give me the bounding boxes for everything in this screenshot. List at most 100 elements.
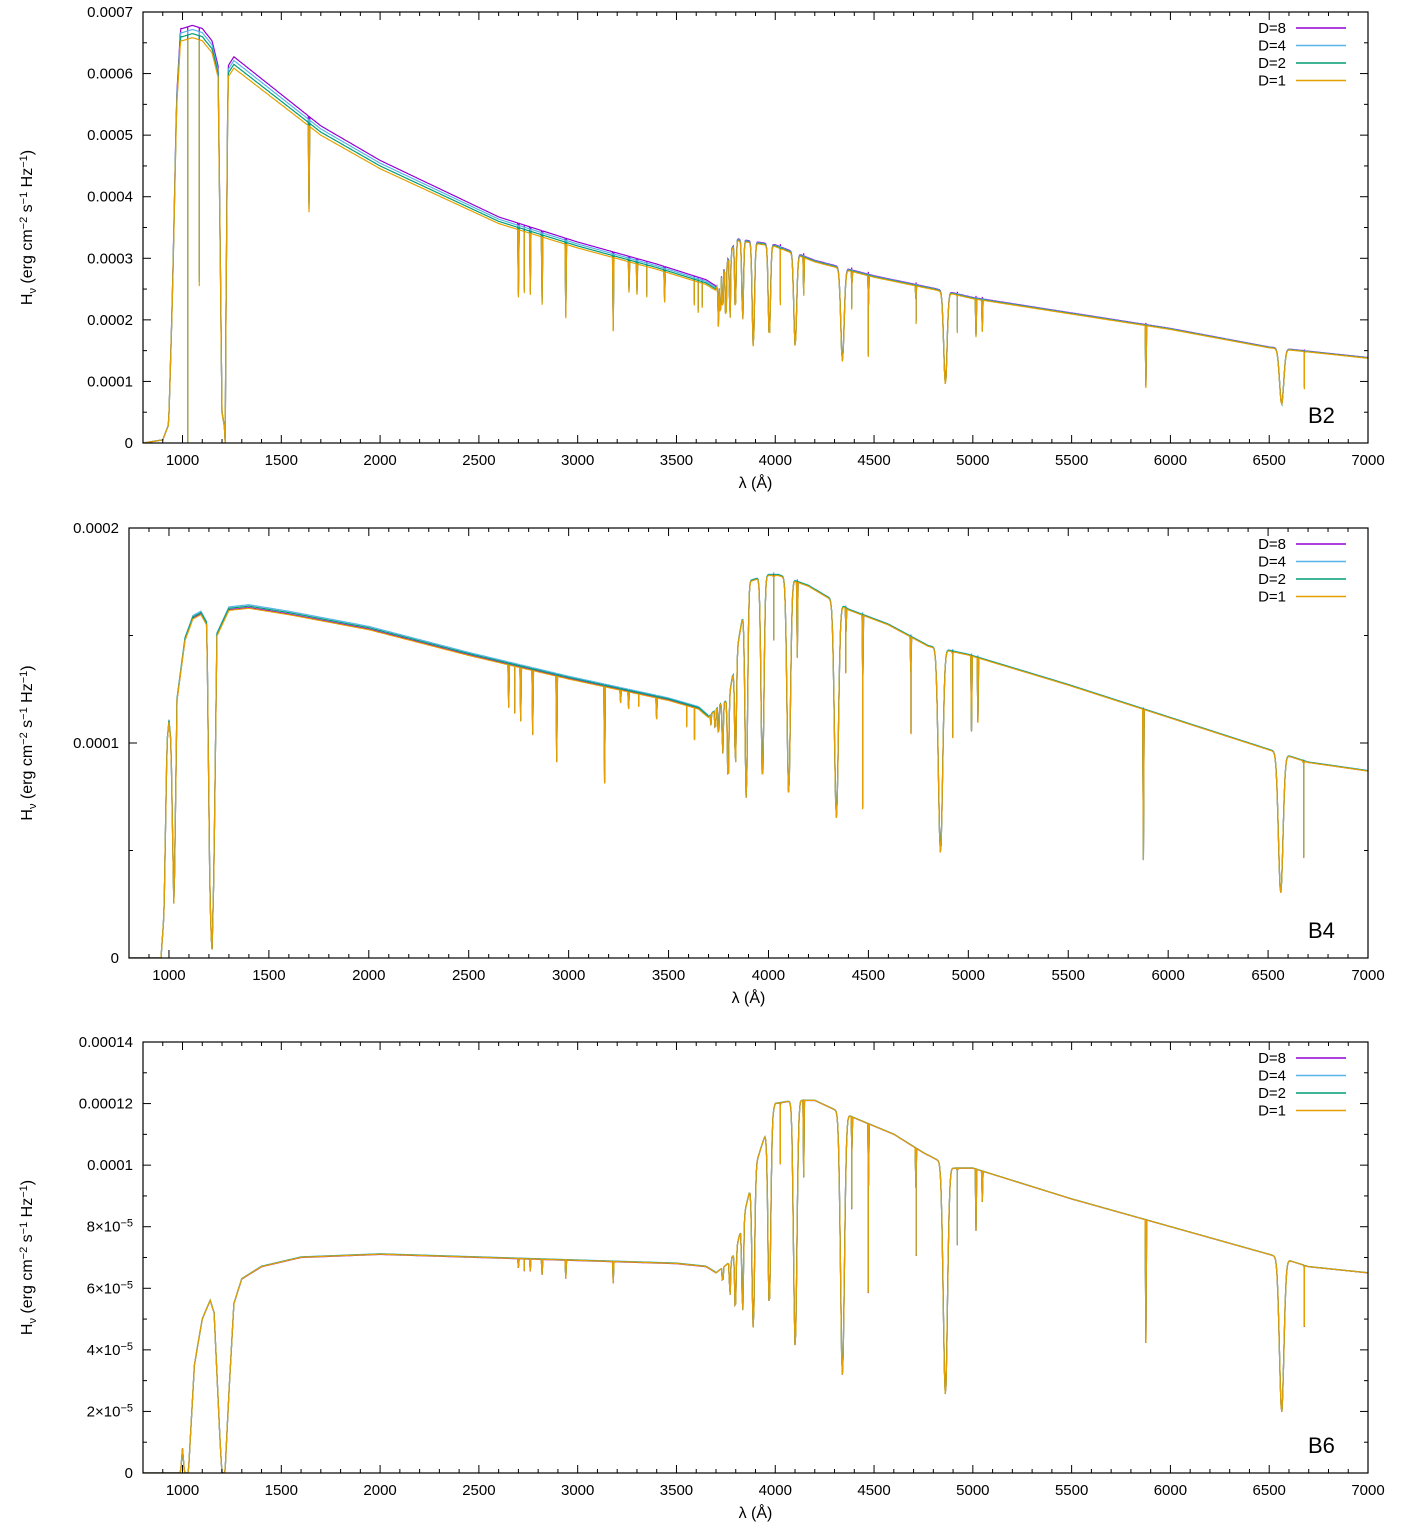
plot-frame [142,11,1369,444]
legend: D=8D=4D=2D=1 [1258,1050,1346,1120]
series-line-D=4 [143,29,1368,443]
x-tick-label: 4500 [857,1482,890,1499]
x-tick-label: 1000 [152,967,185,984]
y-tick-label: 0.0007 [87,4,133,21]
panel-label: B6 [1308,1433,1335,1458]
y-tick-label: 0.00012 [79,1096,133,1113]
y-tick-label: 0 [125,435,133,452]
legend-label: D=8 [1258,20,1286,37]
series-line-D=1 [143,1099,1368,1473]
x-tick-label: 4000 [759,1482,792,1499]
series-line-D=2 [143,33,1368,443]
x-axis-label: λ (Å) [739,473,773,492]
y-tick-label: 0.0001 [87,373,133,390]
series-group [143,24,1368,443]
legend-label: D=8 [1258,536,1286,553]
y-tick-label: 0.0002 [73,520,119,537]
y-tick-label: 0.00014 [79,1034,133,1051]
legend-label: D=1 [1258,589,1286,606]
panel-label: B4 [1308,918,1335,943]
x-tick-label: 5500 [1052,967,1085,984]
series-line-D=1 [143,37,1368,443]
y-tick-label: 6×10−5 [87,1279,133,1297]
x-tick-label: 1500 [265,1482,298,1499]
x-tick-label: 5500 [1055,1482,1088,1499]
y-tick-label: 0.0006 [87,66,133,83]
x-tick-label: 3000 [552,967,585,984]
series-line-D=2 [143,1099,1368,1473]
x-tick-label: 2500 [462,452,495,469]
y-tick-label: 0.0001 [73,735,119,752]
x-tick-label: 2000 [363,1482,396,1499]
series-line-D=8 [143,24,1368,443]
y-tick-label: 0.0005 [87,127,133,144]
x-tick-label: 6000 [1154,1482,1187,1499]
y-axis-label: Hν (erg cm−2 s−1 Hz−1) [18,150,39,305]
x-tick-label: 5000 [956,452,989,469]
x-tick-label: 4000 [752,967,785,984]
legend-label: D=4 [1258,554,1286,571]
x-tick-label: 7000 [1351,967,1384,984]
series-group [143,1099,1368,1473]
x-tick-label: 7000 [1351,1482,1384,1499]
series-line-D=4 [143,1099,1368,1473]
x-tick-label: 2500 [452,967,485,984]
legend: D=8D=4D=2D=1 [1258,20,1346,90]
x-tick-label: 1000 [166,1482,199,1499]
x-tick-label: 1500 [265,452,298,469]
x-tick-label: 3500 [660,452,693,469]
legend-label: D=2 [1258,571,1286,588]
legend: D=8D=4D=2D=1 [1258,536,1346,606]
x-tick-label: 6500 [1251,967,1284,984]
legend-label: D=1 [1258,73,1286,90]
x-tick-label: 3000 [561,1482,594,1499]
chart-panel-B6: 1000 1500 2000 2500 3000 3500 4000 4500 5000 5500… [18,1034,1385,1522]
y-axis-label: Hν (erg cm−2 s−1 Hz−1) [18,665,39,820]
y-tick-label: 4×10−5 [87,1341,133,1359]
x-axis-label: λ (Å) [732,988,766,1007]
series-line-D=8 [143,1099,1368,1473]
chart-panel-B4: 1000 1500 2000 2500 3000 3500 4000 4500 5000 5500… [18,520,1385,1007]
legend-label: D=8 [1258,1050,1286,1067]
x-tick-label: 1000 [166,452,199,469]
x-tick-label: 6500 [1253,452,1286,469]
series-line-D=1 [129,574,1368,958]
legend-label: D=2 [1258,55,1286,72]
x-tick-label: 6000 [1154,452,1187,469]
chart-panel-B2: 1000 1500 2000 2500 3000 3500 4000 4500 5000 5500… [18,4,1385,492]
x-tick-label: 4500 [852,967,885,984]
x-tick-label: 2000 [352,967,385,984]
x-tick-label: 7000 [1351,452,1384,469]
x-tick-label: 2500 [462,1482,495,1499]
panel-label: B2 [1308,403,1335,428]
x-tick-label: 3500 [660,1482,693,1499]
x-tick-label: 2000 [363,452,396,469]
y-tick-label: 0 [125,1465,133,1482]
legend-label: D=2 [1258,1085,1286,1102]
x-tick-label: 4500 [857,452,890,469]
y-tick-label: 0.0004 [87,189,133,206]
x-axis-label: λ (Å) [739,1503,773,1522]
y-tick-label: 8×10−5 [87,1218,133,1236]
x-tick-label: 1500 [252,967,285,984]
x-tick-label: 5000 [952,967,985,984]
y-tick-label: 2×10−5 [87,1402,133,1420]
plot-frame [128,527,1369,959]
x-tick-label: 3000 [561,452,594,469]
legend-label: D=4 [1258,38,1286,55]
legend-label: D=1 [1258,1103,1286,1120]
y-tick-label: 0.0002 [87,312,133,329]
legend-label: D=4 [1258,1068,1286,1085]
x-tick-label: 5000 [956,1482,989,1499]
x-tick-label: 4000 [759,452,792,469]
plot-frame [142,1041,1369,1474]
y-tick-label: 0.0003 [87,250,133,267]
x-tick-label: 3500 [652,967,685,984]
x-tick-label: 6500 [1253,1482,1286,1499]
y-tick-label: 0.0001 [87,1157,133,1174]
x-tick-label: 6000 [1151,967,1184,984]
x-tick-label: 5500 [1055,452,1088,469]
y-axis-label: Hν (erg cm−2 s−1 Hz−1) [18,1180,39,1335]
series-group [129,572,1368,958]
